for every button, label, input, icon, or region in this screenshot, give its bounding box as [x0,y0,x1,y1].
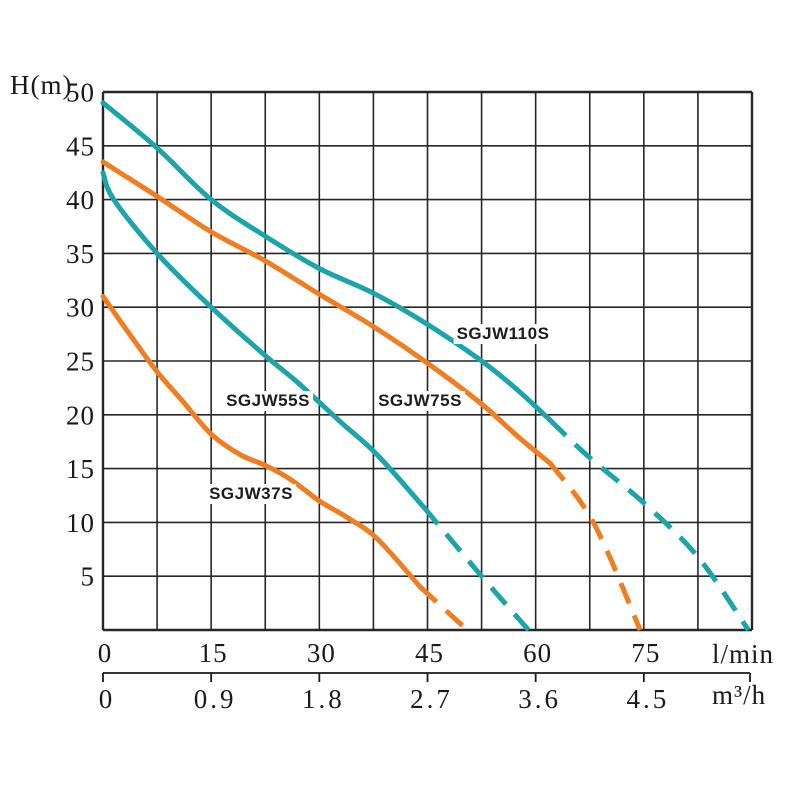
x-tick-label-m3h: 3.6 [518,684,561,714]
y-axis-title: H(m) [10,70,73,100]
x-tick-label-lmin: 30 [307,638,336,668]
y-tick-label: 50 [66,78,95,108]
curve-label-sgjw75s: SGJW75S [375,391,465,411]
x-tick-label-lmin: 75 [631,638,660,668]
curve-solid-sgjw110s [100,100,553,423]
x-tick-label-lmin: 15 [199,638,228,668]
curve-solid-sgjw75s [100,159,553,466]
y-tick-label: 5 [81,562,96,592]
x-tick-label-lmin: 60 [523,638,552,668]
y-tick-label: 35 [66,239,95,269]
curve-label-sgjw55s: SGJW55S [223,391,313,411]
x-tick-label-m3h: 0.9 [194,684,237,714]
x-tick-label-m3h: 2.7 [410,684,453,714]
y-tick-label: 10 [66,508,95,538]
y-tick-label: 15 [66,454,95,484]
curve-solid-sgjw37s [100,293,423,590]
curve-dashed-sgjw37s [418,585,469,632]
x-tick-label-m3h: 0 [99,684,116,714]
x-tick-label-lmin: 0 [98,638,113,668]
y-tick-label: 40 [66,185,95,215]
y-tick-label: 30 [66,293,95,323]
y-tick-label: 45 [66,131,95,161]
x-axis-unit-m3h: m³/h [712,680,767,710]
x-tick-label-m3h: 4.5 [626,684,669,714]
x-tick-label-lmin: 45 [415,638,444,668]
y-tick-label: 25 [66,347,95,377]
curve-dashed-sgjw55s [421,505,531,632]
curve-label-sgjw110s: SGJW110S [453,324,553,344]
curve-dashed-sgjw75s [548,461,643,631]
x-tick-label-m3h: 1.8 [302,684,345,714]
y-tick-label: 20 [66,400,95,430]
curve-solid-sgjw55s [100,170,427,510]
x-axis-unit-lmin: l/min [712,639,775,669]
curve-label-sgjw37s: SGJW37S [206,484,296,504]
curve-dashed-sgjw110s [548,418,751,632]
